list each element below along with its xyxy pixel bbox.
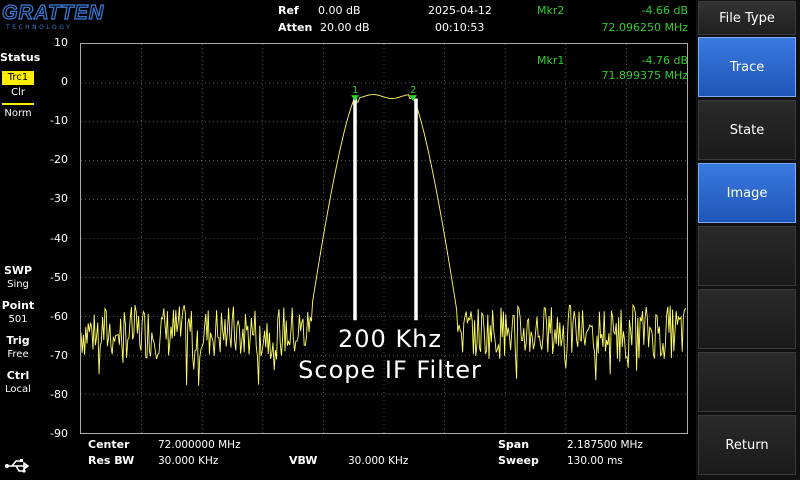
date: 2025-04-12 <box>428 4 492 17</box>
annotation-line1: 200 Khz <box>338 325 442 353</box>
ctrl-label: Ctrl <box>6 369 30 382</box>
span-label: Span <box>498 438 530 451</box>
vbw-label: VBW <box>289 454 318 467</box>
softkey-blank-1[interactable] <box>698 226 796 286</box>
point-label: Point <box>1 299 35 312</box>
atten-label: Atten <box>278 21 313 34</box>
y-tick-label: 10 <box>54 36 68 49</box>
usb-icon <box>4 458 32 478</box>
softkey-blank-3[interactable] <box>698 352 796 412</box>
softkey-state[interactable]: State <box>698 100 796 160</box>
norm-indicator <box>2 103 34 105</box>
marker-2-icon <box>409 95 417 102</box>
norm-mode: Norm <box>4 108 32 119</box>
resbw-label: Res BW <box>88 454 135 467</box>
resbw-value: 30.000 KHz <box>158 455 219 467</box>
mkr2-amplitude: -4.66 dB <box>641 4 689 17</box>
point-value: 501 <box>8 314 28 325</box>
center-label: Center <box>88 438 130 451</box>
trig-value: Free <box>7 349 29 360</box>
y-tick-label: -60 <box>50 309 68 323</box>
ref-value: 0.00 dB <box>318 4 361 17</box>
time: 00:10:53 <box>435 21 485 34</box>
ref-label: Ref <box>278 4 299 17</box>
center-value: 72.000000 MHz <box>158 439 241 451</box>
ctrl-value: Local <box>5 384 31 395</box>
spectrum-trace <box>81 94 687 386</box>
y-tick-label: -20 <box>50 153 68 167</box>
y-tick-label: -90 <box>50 427 68 440</box>
span-value: 2.187500 MHz <box>567 439 643 451</box>
softkey-return[interactable]: Return <box>698 415 796 475</box>
vbw-value: 30.000 KHz <box>348 455 409 467</box>
clear-mode: Clr <box>11 87 25 98</box>
atten-value: 20.00 dB <box>320 21 370 34</box>
brand-tagline: TECHNOLOGY <box>6 24 73 31</box>
y-tick-label: 0 <box>61 75 68 89</box>
status-label: Status <box>0 51 41 64</box>
swp-label: SWP <box>3 264 33 277</box>
mkr2-label: Mkr2 <box>537 4 565 17</box>
softkey-image[interactable]: Image <box>698 163 796 223</box>
trig-label: Trig <box>6 334 30 347</box>
swp-value: Sing <box>7 279 29 290</box>
mkr1-amplitude: -4.76 dB <box>641 54 689 67</box>
brand-logo: GRATTEN <box>1 1 105 24</box>
y-tick-label: -50 <box>50 270 68 284</box>
marker-1-icon <box>351 95 359 102</box>
mkr1-frequency: 71.899375 MHz <box>601 69 688 82</box>
trace-badge[interactable]: Trc1 <box>2 71 34 85</box>
mkr2-frequency: 72.096250 MHz <box>601 21 688 34</box>
mkr1-label: Mkr1 <box>537 54 565 67</box>
y-tick-label: -70 <box>50 348 68 362</box>
y-tick-label: -10 <box>50 114 68 128</box>
y-tick-label: -30 <box>50 192 68 206</box>
y-tick-label: -80 <box>50 387 68 401</box>
sweep-value: 130.00 ms <box>567 455 623 467</box>
marker-2-label: 2 <box>410 85 416 96</box>
annotation-line2: Scope IF Filter <box>298 356 482 384</box>
sweep-label: Sweep <box>498 454 539 467</box>
softkey-title: File Type <box>698 1 796 35</box>
softkey-trace[interactable]: Trace <box>698 37 796 97</box>
y-tick-label: -40 <box>50 231 68 245</box>
marker-1-label: 1 <box>352 85 358 96</box>
softkey-blank-2[interactable] <box>698 289 796 349</box>
